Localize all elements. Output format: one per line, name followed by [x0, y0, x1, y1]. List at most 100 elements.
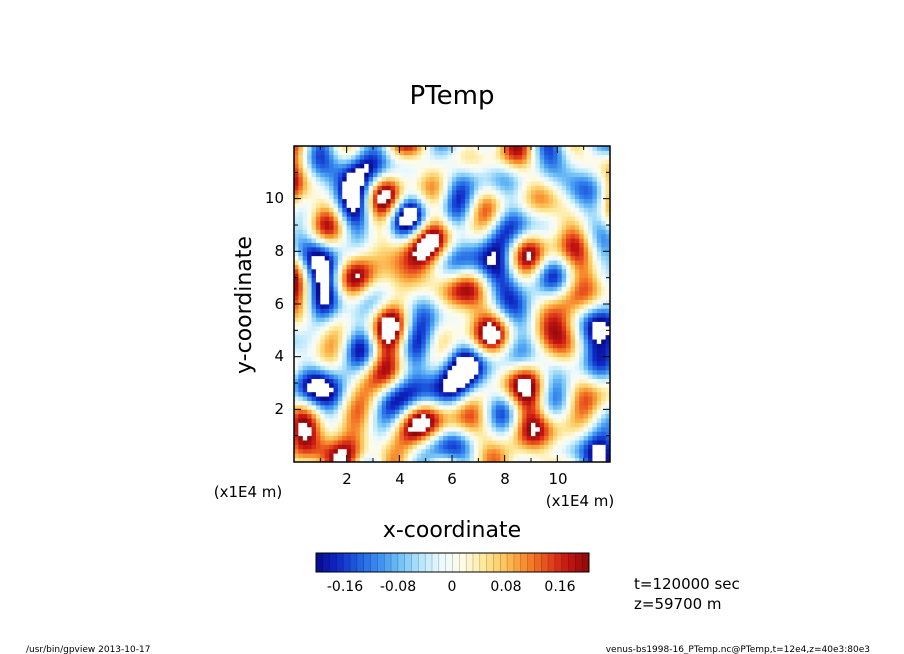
- heatmap-cell: [390, 457, 396, 462]
- heatmap-cell: [329, 378, 334, 384]
- heatmap-cell: [346, 251, 352, 257]
- heatmap-cell: [333, 361, 339, 366]
- heatmap-cell: [324, 189, 330, 195]
- heatmap-cell: [399, 233, 405, 239]
- heatmap-cell: [342, 264, 348, 270]
- heatmap-cell: [390, 211, 396, 217]
- heatmap-cell: [373, 369, 378, 375]
- heatmap-cell: [500, 163, 506, 169]
- heatmap-cell: [544, 225, 549, 230]
- heatmap-cell: [307, 383, 312, 388]
- heatmap-cell: [364, 418, 370, 423]
- heatmap-cell: [566, 172, 571, 178]
- heatmap-cell: [337, 426, 343, 432]
- heatmap-cell: [504, 435, 510, 441]
- heatmap-cell: [403, 457, 409, 462]
- heatmap-cell: [522, 339, 528, 344]
- heatmap-cell: [355, 260, 361, 265]
- heatmap-cell: [544, 426, 549, 432]
- heatmap-cell: [500, 233, 506, 239]
- heatmap-cell: [351, 378, 356, 384]
- heatmap-cell: [500, 185, 506, 191]
- heatmap-cell: [535, 211, 541, 217]
- heatmap-cell: [539, 431, 545, 437]
- heatmap-cell: [561, 426, 567, 432]
- heatmap-cell: [315, 400, 321, 406]
- heatmap-cell: [359, 369, 365, 375]
- heatmap-cell: [434, 295, 440, 301]
- heatmap-cell: [333, 453, 339, 459]
- heatmap-cell: [487, 233, 492, 239]
- heatmap-cell: [311, 321, 317, 327]
- heatmap-cell: [394, 216, 400, 222]
- heatmap-cell: [473, 400, 479, 406]
- heatmap-cell: [390, 444, 396, 450]
- heatmap-cell: [425, 203, 431, 208]
- heatmap-cell: [390, 391, 396, 397]
- heatmap-cell: [579, 352, 585, 358]
- heatmap-cell: [491, 216, 497, 222]
- heatmap-cell: [399, 220, 405, 226]
- heatmap-cell: [351, 383, 356, 388]
- heatmap-cell: [302, 435, 308, 441]
- heatmap-cell: [478, 418, 484, 423]
- heatmap-cell: [434, 334, 440, 340]
- heatmap-cell: [324, 453, 330, 459]
- heatmap-cell: [329, 198, 334, 204]
- heatmap-cell: [434, 167, 440, 173]
- heatmap-cell: [399, 246, 405, 252]
- heatmap-cell: [403, 334, 409, 340]
- heatmap-cell: [412, 203, 418, 208]
- heatmap-cell: [390, 317, 396, 322]
- heatmap-cell: [298, 167, 304, 173]
- heatmap-cell: [482, 225, 488, 230]
- heatmap-cell: [430, 308, 435, 314]
- heatmap-cell: [491, 194, 497, 200]
- heatmap-cell: [561, 181, 567, 186]
- heatmap-cell: [390, 426, 396, 432]
- heatmap-cell: [487, 295, 492, 301]
- heatmap-cell: [588, 304, 593, 309]
- heatmap-cell: [390, 347, 396, 353]
- heatmap-cell: [456, 453, 462, 459]
- heatmap-cell: [298, 413, 304, 419]
- heatmap-cell: [469, 426, 475, 432]
- heatmap-cell: [359, 304, 365, 309]
- heatmap-cell: [438, 176, 444, 182]
- heatmap-cell: [482, 181, 488, 186]
- heatmap-cell: [583, 181, 589, 186]
- heatmap-cell: [386, 422, 391, 428]
- heatmap-cell: [504, 391, 510, 397]
- heatmap-cell: [346, 304, 352, 309]
- heatmap-cell: [342, 238, 348, 243]
- heatmap-cell: [368, 378, 374, 384]
- heatmap-cell: [386, 352, 391, 358]
- heatmap-cell: [359, 409, 365, 415]
- heatmap-cell: [469, 146, 475, 151]
- heatmap-cell: [359, 251, 365, 257]
- heatmap-cell: [548, 176, 554, 182]
- heatmap-cell: [469, 154, 475, 160]
- heatmap-cell: [566, 238, 571, 243]
- heatmap-cell: [342, 260, 348, 265]
- heatmap-cell: [386, 238, 391, 243]
- heatmap-cell: [473, 277, 479, 283]
- heatmap-cell: [522, 444, 528, 450]
- heatmap-cell: [596, 453, 602, 459]
- heatmap-cell: [592, 374, 598, 380]
- heatmap-cell: [386, 391, 391, 397]
- heatmap-cell: [390, 409, 396, 415]
- heatmap-cell: [416, 194, 422, 200]
- heatmap-cell: [574, 277, 580, 283]
- heatmap-cell: [487, 194, 492, 200]
- heatmap-cell: [504, 387, 510, 393]
- heatmap-cell: [390, 185, 396, 191]
- heatmap-cell: [394, 440, 400, 445]
- heatmap-cell: [359, 268, 365, 274]
- heatmap-cell: [574, 238, 580, 243]
- heatmap-cell: [307, 225, 312, 230]
- heatmap-cell: [386, 356, 391, 362]
- heatmap-cell: [588, 369, 593, 375]
- heatmap-cell: [574, 356, 580, 362]
- heatmap-cell: [539, 290, 545, 296]
